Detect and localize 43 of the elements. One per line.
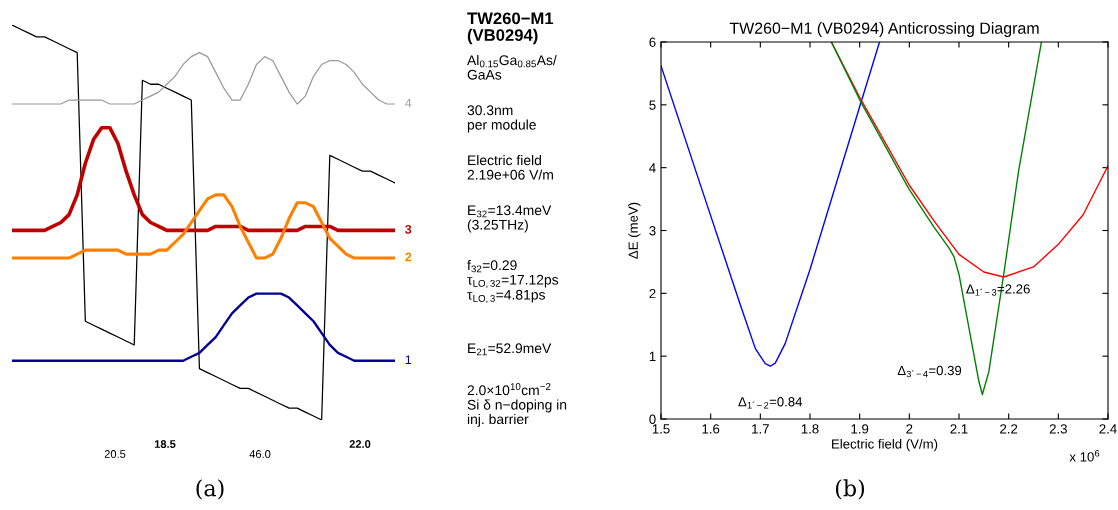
text: 20.5 (104, 450, 126, 458)
text: 30.3nm per module (467, 105, 536, 133)
text: Al$_{0.15}$Ga$_{0.85}$As/ GaAs (467, 54, 557, 80)
text: x 10$^{6}$ (1069, 450, 1100, 462)
line-series (830, 42, 1043, 396)
series-label: 2 (405, 252, 412, 262)
series-label: 1 (405, 355, 412, 364)
x-tick-label: 2.2 (1000, 424, 1018, 434)
text: Electric field 2.19e+06 V/m (467, 155, 553, 180)
chart-title: TW260−M1 (VB0294) Anticrossing Diagram (729, 22, 1039, 37)
x-tick-label: 2.3 (1049, 424, 1067, 434)
text: (a) (196, 479, 224, 500)
x-tick-label: 1.8 (801, 424, 819, 434)
annotation: Δ$_{1´−2}$=0.84 (738, 397, 803, 409)
x-tick-label: 2.4 (1099, 424, 1117, 434)
y-tick-label: 1 (649, 351, 656, 361)
series-label: 4 (405, 98, 412, 108)
text: E$_{21}$=52.9meV (468, 343, 552, 356)
series-label: 3 (405, 224, 412, 234)
x-tick-label: 2 (906, 424, 913, 434)
x-tick-label: 2.1 (950, 424, 968, 434)
y-tick-label: 3 (649, 226, 656, 236)
annotation: Δ$_{3´−4}$=0.39 (897, 365, 962, 378)
x-tick-label: 1.6 (702, 424, 720, 434)
y-tick-label: 5 (649, 100, 656, 110)
x-tick-label: 1.7 (752, 424, 769, 434)
y-tick-label: 4 (649, 163, 656, 173)
text: 18.5 (154, 440, 176, 448)
x-tick-label: 1.5 (652, 424, 670, 434)
text: 22.0 (349, 440, 371, 448)
y-tick-label: 6 (649, 37, 656, 47)
x-axis-title: Electric field (V/m) (832, 438, 938, 452)
y-axis-title: ΔE (meV) (628, 202, 641, 259)
text: 46.0 (249, 450, 271, 458)
text: (b) (835, 479, 865, 500)
x-tick-label: 1.9 (851, 424, 869, 434)
text: 2.0×10$^{10}$cm$^{−2}$ Si δ n−doping in inj. barrier (467, 383, 567, 427)
text: E$_{32}$=13.4meV (3.25THz) (467, 205, 552, 233)
y-tick-label: 2 (649, 288, 656, 299)
line-series (661, 42, 881, 367)
text: f$_{32}$=0.29 τ$_{LO,32}$=17.12ps τ$_{LO,3}$=4.81ps (467, 259, 559, 303)
y-tick-label: 0 (649, 414, 656, 424)
text: TW260−M1 (VB0294) (467, 12, 554, 45)
